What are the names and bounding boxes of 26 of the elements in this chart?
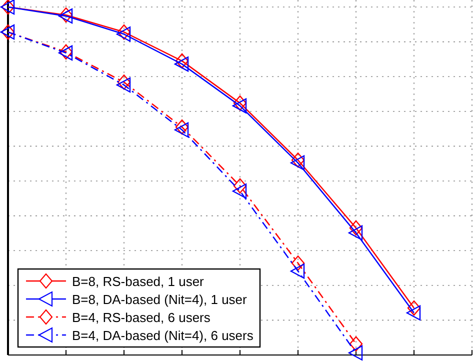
point: [117, 24, 131, 40]
point: [233, 178, 247, 194]
point: [348, 345, 363, 361]
point: [174, 122, 189, 138]
point: [291, 256, 305, 271]
point: [175, 119, 189, 135]
point: [349, 220, 363, 236]
point: [291, 152, 305, 168]
point: [290, 264, 305, 279]
point: [116, 77, 131, 93]
point: [232, 183, 247, 199]
point: [290, 155, 305, 171]
legend-label: B=8, RS-based, 1 user: [72, 274, 205, 289]
point: [116, 26, 131, 42]
point: [233, 95, 247, 111]
point: [174, 56, 189, 72]
legend-label: B=4, RS-based, 6 users: [72, 310, 211, 325]
point: [407, 300, 421, 316]
legend-label: B=4, DA-based (Nit=4), 6 users: [72, 328, 254, 343]
point: [175, 53, 189, 69]
point: [232, 98, 247, 114]
point: [348, 225, 363, 240]
point: [406, 305, 421, 320]
legend-label: B=8, DA-based (Nit=4), 1 user: [72, 292, 248, 307]
point: [349, 336, 363, 352]
point: [117, 74, 131, 90]
